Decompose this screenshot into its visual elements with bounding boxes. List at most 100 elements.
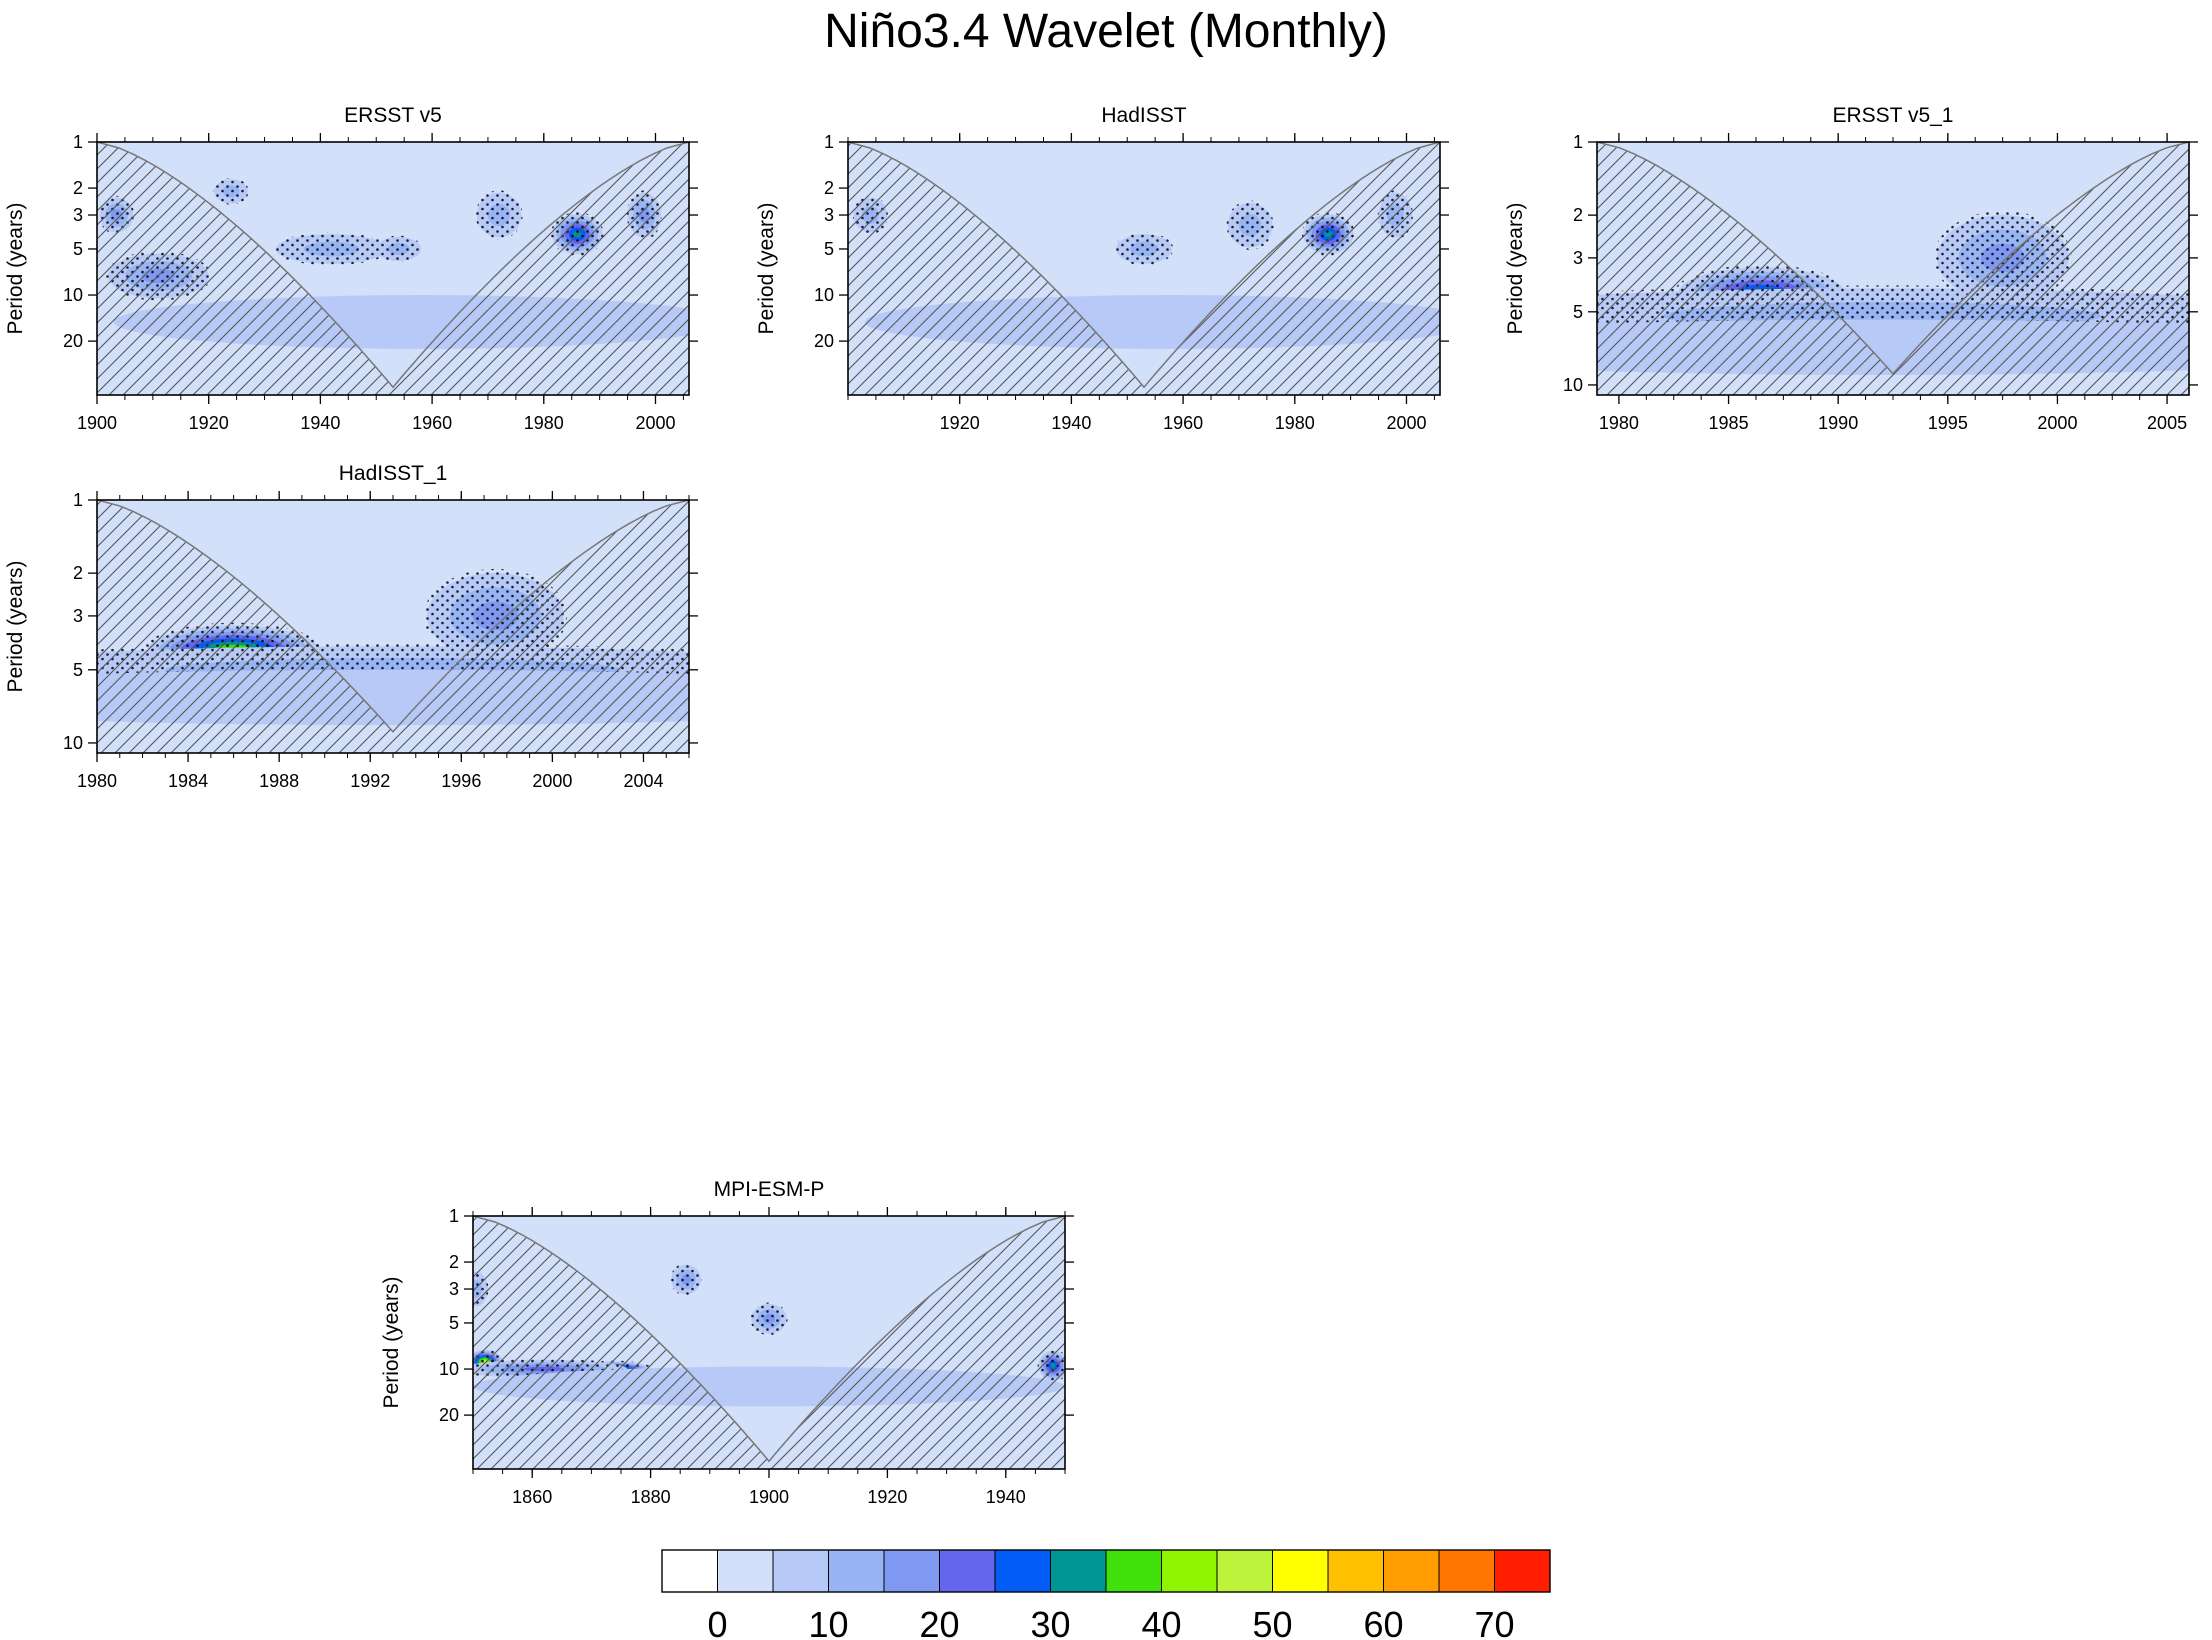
- colorbar-swatch: [1272, 1549, 1329, 1593]
- x-tick-label: 1900: [77, 413, 117, 433]
- cone-of-influence-line: [1597, 142, 2189, 375]
- y-tick-label: 10: [63, 285, 83, 305]
- colorbar-swatch: [883, 1549, 940, 1593]
- x-tick-label: 1996: [441, 771, 481, 791]
- figure-title: Niño3.4 Wavelet (Monthly): [824, 5, 1388, 58]
- colorbar-swatch: [1105, 1549, 1162, 1593]
- cone-of-influence-line: [97, 142, 689, 389]
- panel-0: 1900 1920 1940 1960 1980 2000 1 2 3 5 10 20 ERSST v5…: [4, 104, 698, 433]
- panel-title: HadISST: [1101, 104, 1186, 127]
- panel-title: HadISST_1: [339, 462, 448, 485]
- colorbar-swatch: [1327, 1549, 1384, 1593]
- y-tick-label: 2: [73, 563, 83, 583]
- significance-stipple: [213, 177, 249, 205]
- x-tick-label: 2004: [623, 771, 663, 791]
- cone-of-influence-hatch: [1597, 142, 2189, 395]
- x-tick-label: 1984: [168, 771, 208, 791]
- y-tick-label: 1: [1573, 132, 1583, 152]
- cone-of-influence-line: [473, 1216, 1065, 1463]
- colorbar-label: 0: [707, 1604, 727, 1640]
- significance-stipple: [272, 232, 391, 266]
- colorbar-frame: [661, 1549, 1551, 1593]
- colorbar-label: 50: [1252, 1604, 1292, 1640]
- y-tick-label: 20: [63, 331, 83, 351]
- x-tick-label: 1900: [749, 1487, 789, 1507]
- y-tick-label: 3: [1573, 248, 1583, 268]
- colorbar-swatch: [939, 1549, 996, 1593]
- y-tick-label: 5: [73, 660, 83, 680]
- x-tick-label: 1980: [1275, 413, 1315, 433]
- x-tick-label: 1992: [350, 771, 390, 791]
- x-tick-label: 1920: [867, 1487, 907, 1507]
- colorbar-swatch: [661, 1549, 718, 1593]
- x-tick-label: 2005: [2147, 413, 2187, 433]
- cone-of-influence-hatch: [97, 500, 689, 753]
- significance-stipple: [670, 1263, 702, 1296]
- significance-stipple: [475, 190, 523, 240]
- cone-of-influence-line: [848, 142, 1440, 389]
- colorbar-label: 60: [1363, 1604, 1403, 1640]
- y-tick-label: 20: [439, 1405, 459, 1425]
- colorbar-swatch: [1383, 1549, 1440, 1593]
- x-tick-label: 2000: [635, 413, 675, 433]
- x-tick-label: 1980: [77, 771, 117, 791]
- cone-of-influence-line: [97, 500, 689, 733]
- colorbar-label: 70: [1474, 1604, 1514, 1640]
- x-tick-label: 1860: [512, 1487, 552, 1507]
- y-tick-label: 3: [73, 205, 83, 225]
- x-tick-label: 1940: [1051, 413, 1091, 433]
- colorbar-swatch: [1050, 1549, 1107, 1593]
- x-tick-label: 1990: [1818, 413, 1858, 433]
- panel-4: 1860 1880 1900 1920 1940 1 2 3 5 10 20 MPI-ESM-P Per…: [380, 1178, 1074, 1507]
- y-tick-label: 2: [1573, 205, 1583, 225]
- plot-frame: [847, 141, 1441, 396]
- y-axis-label: Period (years): [4, 203, 27, 335]
- y-tick-label: 5: [1573, 302, 1583, 322]
- y-tick-label: 1: [73, 132, 83, 152]
- y-tick-label: 2: [73, 178, 83, 198]
- y-tick-label: 10: [439, 1359, 459, 1379]
- panel-3: 1980 1984 1988 1992 1996 2000 2004 1 2 3 5 10 HadISS…: [4, 462, 698, 791]
- y-tick-label: 2: [824, 178, 834, 198]
- y-tick-label: 5: [449, 1313, 459, 1333]
- panel-2: 1980 1985 1990 1995 2000 2005 1 2 3 5 10 ERSST v5_1…: [1504, 104, 2198, 433]
- significance-stipple: [375, 235, 423, 263]
- significance-stipple: [750, 1302, 788, 1336]
- panel-title: ERSST v5_1: [1832, 104, 1953, 127]
- colorbar-swatch: [772, 1549, 829, 1593]
- colorbar-swatch: [1438, 1549, 1495, 1593]
- y-axis-label: Period (years): [4, 561, 27, 693]
- colorbar-swatch: [1494, 1549, 1551, 1593]
- significance-stipple: [1226, 200, 1274, 250]
- y-tick-label: 5: [73, 239, 83, 259]
- y-axis-label: Period (years): [755, 203, 778, 335]
- colorbar: 0 10 20 30 40 50 60 70: [661, 1549, 1551, 1640]
- y-axis-label: Period (years): [380, 1277, 403, 1409]
- colorbar-swatch: [717, 1549, 774, 1593]
- y-tick-label: 10: [814, 285, 834, 305]
- y-tick-label: 3: [73, 606, 83, 626]
- x-tick-label: 1940: [300, 413, 340, 433]
- y-tick-label: 1: [73, 490, 83, 510]
- x-tick-label: 2000: [1386, 413, 1426, 433]
- y-tick-label: 3: [824, 205, 834, 225]
- x-tick-label: 1980: [524, 413, 564, 433]
- x-tick-label: 1940: [986, 1487, 1026, 1507]
- x-tick-label: 2000: [2037, 413, 2077, 433]
- plot-frame: [96, 141, 690, 396]
- y-tick-label: 20: [814, 331, 834, 351]
- significance-stipple: [1114, 232, 1174, 266]
- panel-title: MPI-ESM-P: [714, 1178, 825, 1201]
- cone-of-influence-hatch: [848, 142, 1440, 395]
- x-tick-label: 1920: [940, 413, 980, 433]
- colorbar-label: 30: [1030, 1604, 1070, 1640]
- x-tick-label: 2000: [532, 771, 572, 791]
- colorbar-swatch: [1216, 1549, 1273, 1593]
- colorbar-label: 20: [919, 1604, 959, 1640]
- x-tick-label: 1985: [1709, 413, 1749, 433]
- panel-title: ERSST v5: [344, 104, 442, 127]
- y-tick-label: 5: [824, 239, 834, 259]
- y-tick-label: 2: [449, 1252, 459, 1272]
- cone-of-influence-hatch: [473, 1216, 1065, 1469]
